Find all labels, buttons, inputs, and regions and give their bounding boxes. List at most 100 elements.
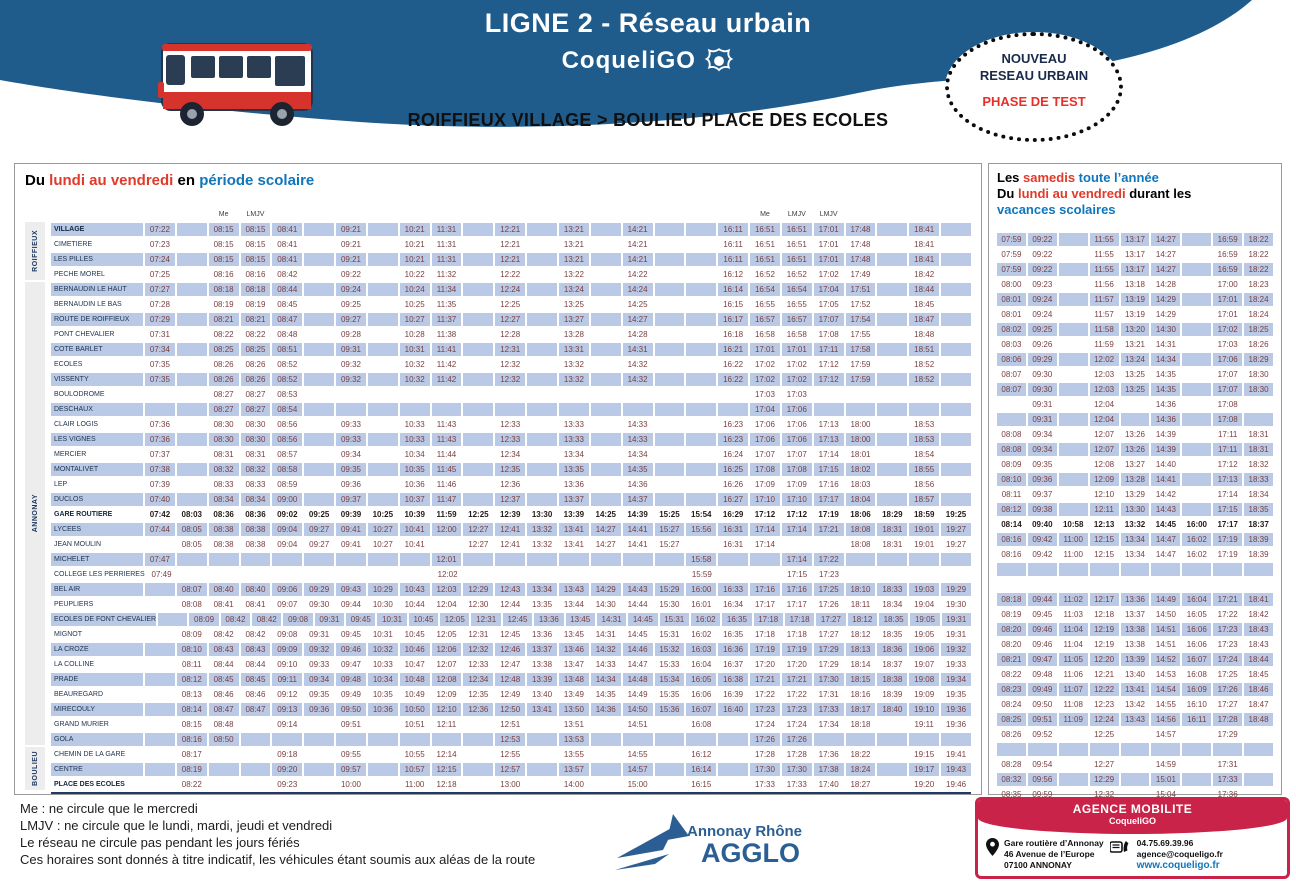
time-cell: 12:33 bbox=[495, 433, 526, 446]
stop-name: MICHELET bbox=[51, 553, 143, 566]
table-row: 07:59 09:22 11:55 13:17 14:27 16:59 18:22 bbox=[997, 262, 1274, 277]
time-cell: 17:21 bbox=[813, 523, 844, 536]
time-cell: 17:23 bbox=[781, 703, 812, 716]
time-cell: 18:08 bbox=[845, 523, 876, 536]
time-cell bbox=[1182, 428, 1211, 441]
time-cell: 10:31 bbox=[377, 613, 407, 626]
time-cell: 17:08 bbox=[750, 463, 780, 476]
time-cell: 19:25 bbox=[945, 510, 967, 519]
time-cell: 13:35 bbox=[558, 463, 589, 476]
saturday-holiday-timetable: Les samedis toute l’année Du lundi au ven… bbox=[988, 163, 1282, 804]
table-row: 08:26 09:52 12:25 14:57 17:29 bbox=[997, 727, 1273, 742]
line-title: LIGNE 2 - Réseau urbain bbox=[484, 8, 812, 38]
time-cell: 08:54 bbox=[272, 403, 303, 416]
time-cell bbox=[304, 733, 335, 746]
time-cell: 09:32 bbox=[304, 643, 335, 656]
table-row: BEAUREGARD 08:13 08:46 08:46 09:12 09:35 09:49… bbox=[51, 687, 971, 702]
time-cell: 08:14 bbox=[1001, 520, 1022, 529]
time-cell: 10:27 bbox=[367, 523, 398, 536]
time-cell: 09:49 bbox=[1027, 683, 1057, 696]
time-cell bbox=[463, 493, 494, 506]
time-cell: 17:12 bbox=[1217, 460, 1238, 469]
table-row: 08:14 09:40 10:58 12:13 13:32 14:45 16:00 17:17… bbox=[997, 517, 1273, 532]
time-cell bbox=[686, 478, 716, 491]
stop-name: BOULODROME bbox=[54, 391, 105, 398]
time-cell: 16:51 bbox=[781, 223, 812, 236]
table-row: MERCIER 07:37 08:31 08:31 08:57 09:34 10:34 11:… bbox=[51, 447, 971, 462]
time-cell bbox=[145, 403, 175, 416]
time-cell: 08:30 bbox=[208, 433, 239, 446]
time-cell: 07:25 bbox=[149, 270, 170, 279]
time-cell: 13:30 bbox=[531, 510, 553, 519]
time-cell: 14:34 bbox=[627, 450, 648, 459]
time-cell: 14:33 bbox=[627, 420, 648, 429]
time-cell bbox=[655, 478, 685, 491]
time-cell bbox=[654, 433, 685, 446]
time-cell: 13:42 bbox=[1124, 700, 1146, 709]
time-cell bbox=[654, 403, 685, 416]
time-cell: 17:19 bbox=[1217, 550, 1238, 559]
time-cell bbox=[304, 748, 334, 761]
time-cell bbox=[686, 538, 716, 551]
time-cell: 12:05 bbox=[440, 613, 470, 626]
time-cell: 17:01 bbox=[1217, 310, 1238, 319]
time-cell: 09:25 bbox=[308, 510, 330, 519]
time-cell: 11:03 bbox=[1063, 610, 1083, 619]
time-cell bbox=[304, 493, 335, 506]
table-row: JEAN MOULIN 08:05 08:38 08:38 09:04 09:27 09:4… bbox=[51, 537, 971, 552]
time-cell: 17:12 bbox=[813, 373, 844, 386]
time-cell: 17:07 bbox=[754, 450, 775, 459]
time-cell: 08:31 bbox=[245, 450, 266, 459]
time-cell bbox=[997, 398, 1026, 411]
time-cell: 12:01 bbox=[431, 553, 462, 566]
time-cell: 13:18 bbox=[1124, 280, 1146, 289]
time-cell: 18:51 bbox=[909, 343, 940, 356]
time-cell bbox=[750, 553, 780, 566]
time-cell: 18:53 bbox=[914, 420, 935, 429]
table-row: 08:20 09:46 11:04 12:19 13:38 14:51 16:06 17:23… bbox=[997, 622, 1274, 637]
time-cell bbox=[877, 283, 908, 296]
time-cell: 08:08 bbox=[181, 600, 202, 609]
time-cell bbox=[1151, 578, 1180, 591]
time-cell bbox=[622, 553, 653, 566]
time-cell: 17:27 bbox=[818, 630, 839, 639]
time-cell: 17:10 bbox=[750, 493, 780, 506]
time-cell: 08:18 bbox=[997, 593, 1026, 606]
time-cell bbox=[941, 373, 971, 386]
time-cell bbox=[845, 403, 876, 416]
time-cell bbox=[495, 403, 526, 416]
table-row: 07:59 09:22 11:55 13:17 14:27 16:59 18:22 bbox=[997, 232, 1274, 247]
time-cell: 12:21 bbox=[500, 240, 521, 249]
time-cell: 11:42 bbox=[431, 373, 462, 386]
time-cell: 12:09 bbox=[1089, 473, 1119, 486]
time-cell bbox=[686, 463, 717, 476]
table-row bbox=[997, 562, 1274, 577]
time-cell: 07:59 bbox=[997, 233, 1026, 246]
time-cell: 08:53 bbox=[277, 390, 298, 399]
time-cell bbox=[210, 568, 240, 581]
time-cell bbox=[718, 733, 749, 746]
day-code-header: LMJV bbox=[246, 211, 265, 218]
time-cell: 13:21 bbox=[1124, 340, 1146, 349]
time-cell: 12:06 bbox=[431, 643, 462, 656]
time-cell bbox=[941, 553, 971, 566]
agency-address-line: 46 Avenue de l’Europe bbox=[1004, 849, 1095, 859]
time-cell: 14:32 bbox=[622, 373, 653, 386]
time-cell: 14:37 bbox=[622, 493, 653, 506]
time-cell bbox=[1059, 578, 1088, 591]
time-cell: 09:31 bbox=[1032, 400, 1053, 409]
table-row: 07:59 09:22 11:55 13:17 14:27 16:59 18:22 bbox=[997, 247, 1273, 262]
time-cell bbox=[177, 358, 207, 371]
time-cell: 10:45 bbox=[408, 613, 439, 626]
time-cell bbox=[241, 778, 271, 791]
time-cell: 18:23 bbox=[1248, 280, 1269, 289]
time-cell bbox=[527, 373, 557, 386]
time-cell: 13:33 bbox=[558, 433, 589, 446]
time-cell: 18:42 bbox=[1248, 610, 1269, 619]
time-cell: 17:14 bbox=[781, 553, 812, 566]
time-cell bbox=[1182, 368, 1211, 381]
footnote-line: LMJV : ne circule que le lundi, mardi, j… bbox=[20, 818, 333, 833]
time-cell: 08:38 bbox=[213, 540, 234, 549]
title-segment: lundi au vendredi bbox=[49, 172, 174, 189]
time-cell: 17:15 bbox=[787, 570, 808, 579]
